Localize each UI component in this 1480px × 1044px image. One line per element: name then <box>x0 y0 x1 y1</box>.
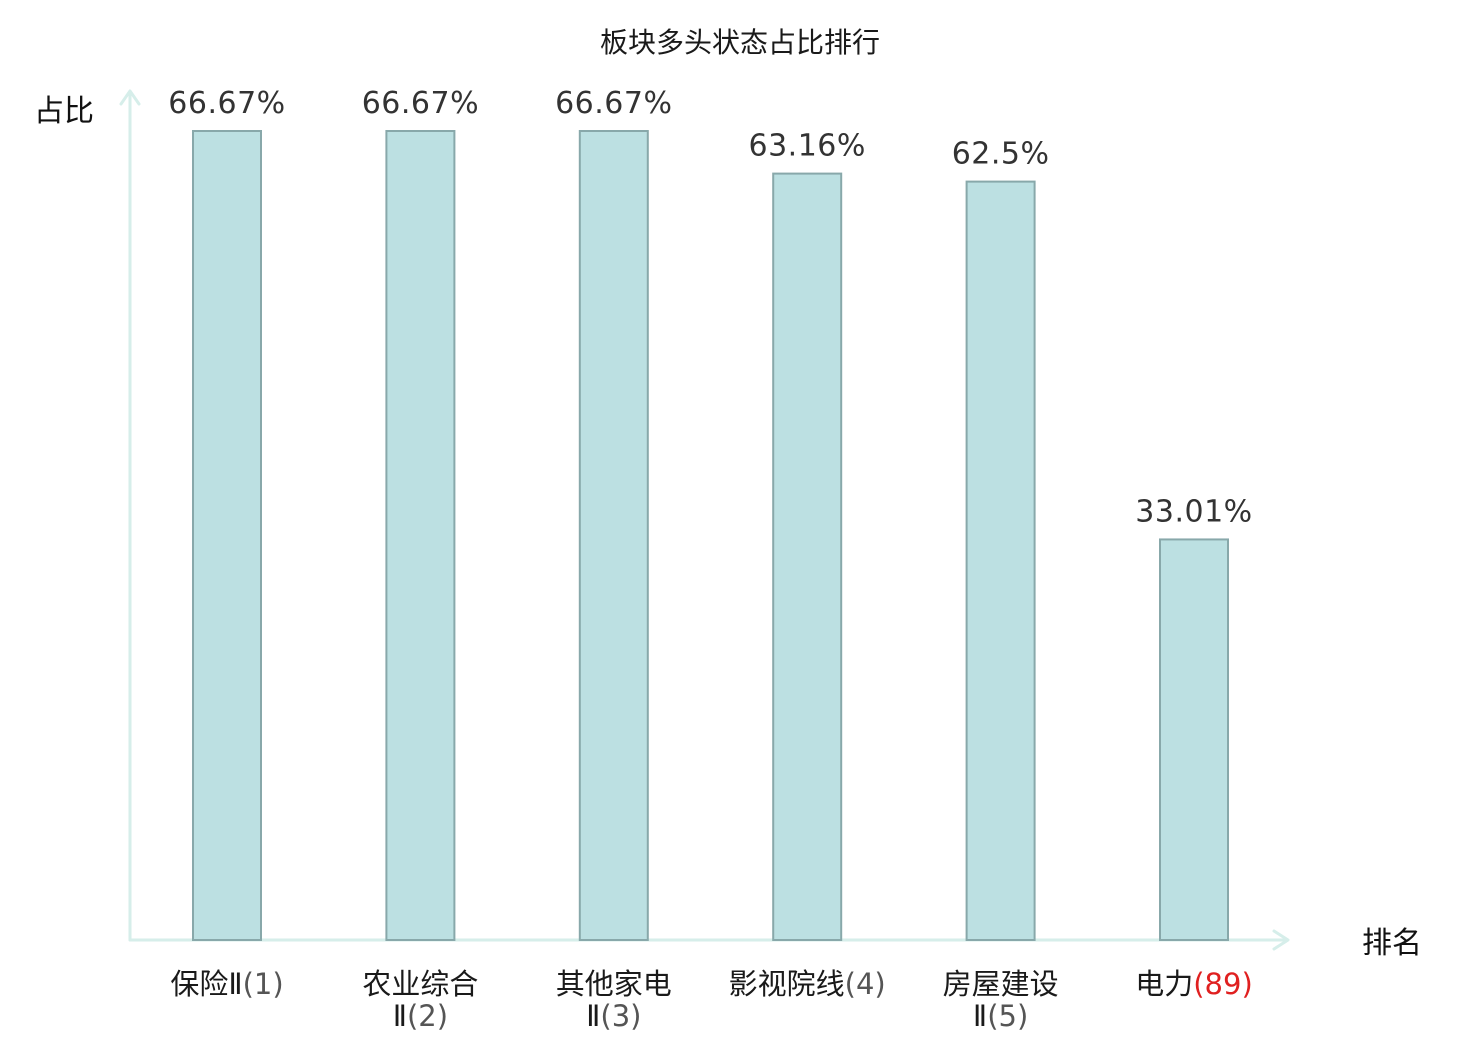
bar <box>1159 538 1229 941</box>
bar-value-label: 63.16% <box>749 129 866 164</box>
chart-title: 板块多头状态占比排行 <box>600 26 880 59</box>
bar <box>965 180 1036 942</box>
x-axis-label: 排名 <box>1362 926 1422 961</box>
bar-value-label: 66.67% <box>362 86 479 121</box>
bars <box>192 130 1229 942</box>
x-tick-label: 影视院线(4) <box>729 967 886 1001</box>
bar <box>772 172 843 941</box>
x-tick-label: 电力(89) <box>1135 967 1253 1001</box>
bar <box>192 130 262 941</box>
x-axis-arrowhead <box>1272 929 1290 951</box>
value-labels: 66.67% 66.67% 66.67% 63.16% 62.5% 33.01% <box>168 86 1252 529</box>
bar <box>385 130 456 941</box>
x-tick-label: 房屋建设 Ⅱ(5) <box>943 967 1059 1033</box>
bar-value-label: 66.67% <box>555 86 672 121</box>
category-labels: 保险Ⅱ(1) 农业综合 Ⅱ(2) 其他家电 Ⅱ(3) 影视院线(4) 房屋建设 Ⅱ(5) 电力(… <box>170 967 1252 1033</box>
bar <box>578 130 649 941</box>
bar-value-label: 62.5% <box>952 137 1050 172</box>
bar-value-label: 33.01% <box>1135 494 1252 529</box>
bar-value-label: 66.67% <box>168 86 285 121</box>
y-axis-arrowhead <box>119 89 141 106</box>
x-tick-label: 农业综合 Ⅱ(2) <box>362 967 478 1033</box>
x-tick-label: 其他家电 Ⅱ(3) <box>556 967 672 1033</box>
axes <box>119 89 1290 951</box>
x-tick-label: 保险Ⅱ(1) <box>170 967 283 1001</box>
y-axis-label: 占比 <box>34 94 94 129</box>
